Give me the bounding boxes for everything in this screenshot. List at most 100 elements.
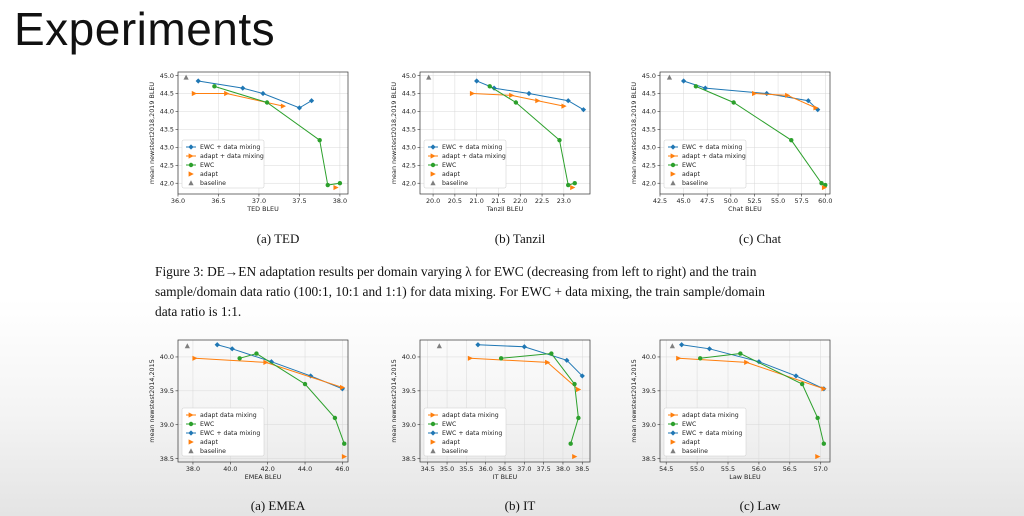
legend-marker (670, 171, 676, 177)
legend: EWC + data mixing adapt + data mixing EWC a… (663, 139, 747, 189)
legend-marker (188, 162, 194, 168)
x-tick-label: 37.0 (252, 197, 266, 205)
legend-label: EWC (442, 162, 456, 169)
x-tick-label: 36.0 (479, 465, 493, 473)
data-point-adapt_mix (192, 355, 198, 361)
y-axis-label: mean newstest2018,2019 BLEU (148, 82, 156, 185)
series-ewc_mix (681, 78, 821, 113)
series-line-ewc_mix (477, 344, 583, 377)
caption-chat: (c) Chat (738, 231, 782, 246)
legend-label: EWC + data mixing (682, 144, 742, 151)
legend-label: adapt (682, 439, 700, 446)
x-tick-label: 36.0 (171, 197, 185, 205)
caption-law: (c) Law (739, 498, 781, 513)
y-tick-label: 39.5 (160, 387, 174, 395)
x-tick-label: 56.0 (752, 465, 766, 473)
x-tick-label: 36.5 (498, 465, 512, 473)
y-tick-label: 43.0 (642, 144, 656, 152)
data-point-ewc_mix (474, 78, 480, 84)
data-point-baseline (436, 343, 442, 349)
legend-marker (430, 162, 436, 168)
y-tick-label: 42.0 (642, 179, 656, 187)
series-adapt (570, 184, 576, 191)
legend-box (181, 139, 265, 189)
data-point-ewc (697, 356, 703, 361)
x-tick-label: 47.5 (700, 197, 714, 205)
legend-box (181, 407, 265, 457)
figure-caption-line3: data ratio is 1:1. (155, 304, 242, 319)
y-tick-label: 40.0 (160, 353, 174, 361)
x-tick-label: 56.5 (783, 465, 797, 473)
y-axis-label: mean newstest2014,2015 (390, 359, 398, 443)
legend-marker (430, 439, 436, 445)
data-point-baseline (669, 343, 675, 349)
data-point-adapt_mix (263, 359, 269, 365)
data-point-ewc (254, 351, 259, 356)
series-ewc (237, 351, 347, 446)
data-point-baseline (184, 343, 190, 349)
x-tick-label: 36.5 (211, 197, 225, 205)
data-point-adapt_mix (785, 92, 791, 98)
data-point-ewc (513, 100, 519, 105)
x-tick-label: 57.0 (814, 465, 828, 473)
data-point-ewc (572, 381, 577, 387)
y-tick-label: 39.0 (642, 421, 656, 429)
data-point-adapt (333, 184, 339, 191)
y-tick-label: 43.0 (160, 144, 174, 152)
legend-marker (670, 180, 676, 186)
legend-label: adapt (200, 439, 218, 446)
legend-marker (188, 180, 194, 186)
data-point-ewc (568, 441, 573, 446)
x-tick-label: 35.0 (440, 465, 454, 473)
series-ewc (693, 84, 828, 188)
y-tick-label: 44.5 (160, 90, 174, 98)
plot-frame (177, 71, 349, 195)
legend: EWC + data mixing adapt + data mixing EWC a… (181, 139, 265, 189)
data-point-ewc_mix (214, 342, 220, 348)
x-tick-label: 52.5 (747, 197, 761, 205)
data-point-ewc (264, 100, 270, 105)
series-line-adapt_mix (194, 357, 343, 388)
series-adapt (815, 453, 821, 460)
legend-label: baseline (682, 448, 708, 455)
legend-label: EWC + data mixing (442, 144, 502, 151)
x-tick-label: 46.0 (335, 465, 349, 473)
plot-frame (659, 339, 831, 463)
x-tick-label: 50.0 (724, 197, 738, 205)
series-line-ewc_mix (683, 80, 819, 111)
y-tick-label: 39.5 (642, 387, 656, 395)
data-point-adapt_mix (280, 103, 287, 109)
caption-tanzil: (b) Tanzil (494, 231, 546, 246)
legend-marker (670, 162, 676, 168)
legend-label: adapt (442, 439, 460, 446)
x-tick-label: 45.0 (676, 197, 690, 205)
data-point-ewc_mix (805, 98, 811, 104)
y-tick-label: 45.0 (160, 72, 174, 80)
legend-marker (670, 430, 676, 436)
legend-marker (670, 421, 676, 427)
y-tick-label: 45.0 (402, 72, 416, 80)
data-point-ewc (302, 381, 308, 387)
plot-frame (177, 339, 349, 463)
data-point-ewc_mix (681, 78, 687, 84)
x-tick-label: 55.5 (721, 465, 735, 473)
figure-caption-line2: sample/domain data ratio (100:1, 10:1 an… (155, 284, 765, 299)
data-point-adapt_mix (576, 386, 582, 393)
x-tick-label: 38.0 (333, 197, 347, 205)
data-point-ewc_mix (526, 90, 532, 97)
series-line-ewc_mix (476, 80, 584, 111)
data-point-baseline (426, 74, 432, 80)
x-tick-label: 21.0 (470, 197, 484, 205)
legend-marker (430, 153, 436, 159)
data-point-ewc_mix (195, 78, 201, 84)
data-point-adapt (570, 184, 576, 191)
y-tick-label: 42.5 (160, 161, 174, 169)
data-point-ewc (815, 415, 820, 421)
y-tick-label: 42.0 (402, 179, 416, 187)
chart-chat: 42.5 45.0 47.5 50.0 52.5 55.0 57.5 60.0 42.0 42.5… (620, 64, 832, 232)
data-point-adapt_mix (813, 105, 819, 111)
data-point-adapt_mix (224, 90, 230, 97)
y-tick-label: 40.0 (402, 353, 416, 361)
chart-svg-it: 34.5 35.0 35.5 36.0 36.5 37.0 37.5 38.0 38.5 38.5… (390, 339, 591, 481)
y-tick-label: 42.0 (160, 179, 174, 187)
